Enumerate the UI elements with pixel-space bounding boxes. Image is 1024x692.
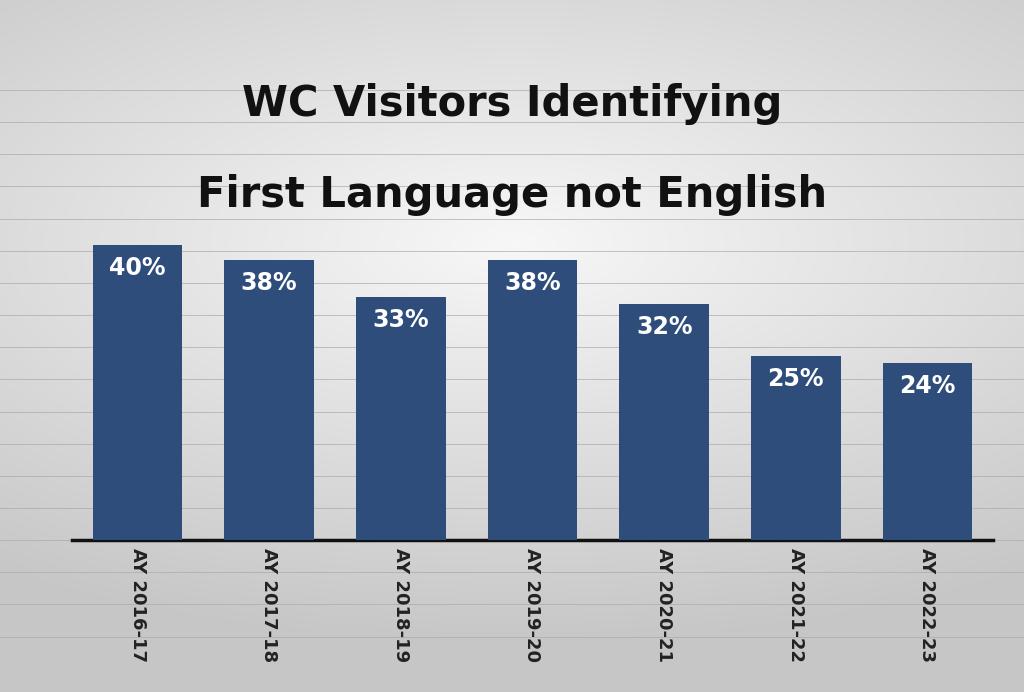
Text: 33%: 33% <box>373 308 429 332</box>
Bar <box>356 297 445 540</box>
Text: 38%: 38% <box>504 271 561 295</box>
Text: 38%: 38% <box>241 271 298 295</box>
Text: 32%: 32% <box>636 316 692 339</box>
Text: WC Visitors Identifying

First Language not English: WC Visitors Identifying First Language n… <box>197 83 827 216</box>
Bar <box>487 260 578 540</box>
Bar <box>224 260 314 540</box>
Bar <box>883 363 972 540</box>
Text: 24%: 24% <box>899 374 955 398</box>
Text: 40%: 40% <box>110 256 166 280</box>
Bar <box>620 304 709 540</box>
Bar <box>751 356 841 540</box>
Bar <box>93 245 182 540</box>
Text: 25%: 25% <box>768 367 824 391</box>
